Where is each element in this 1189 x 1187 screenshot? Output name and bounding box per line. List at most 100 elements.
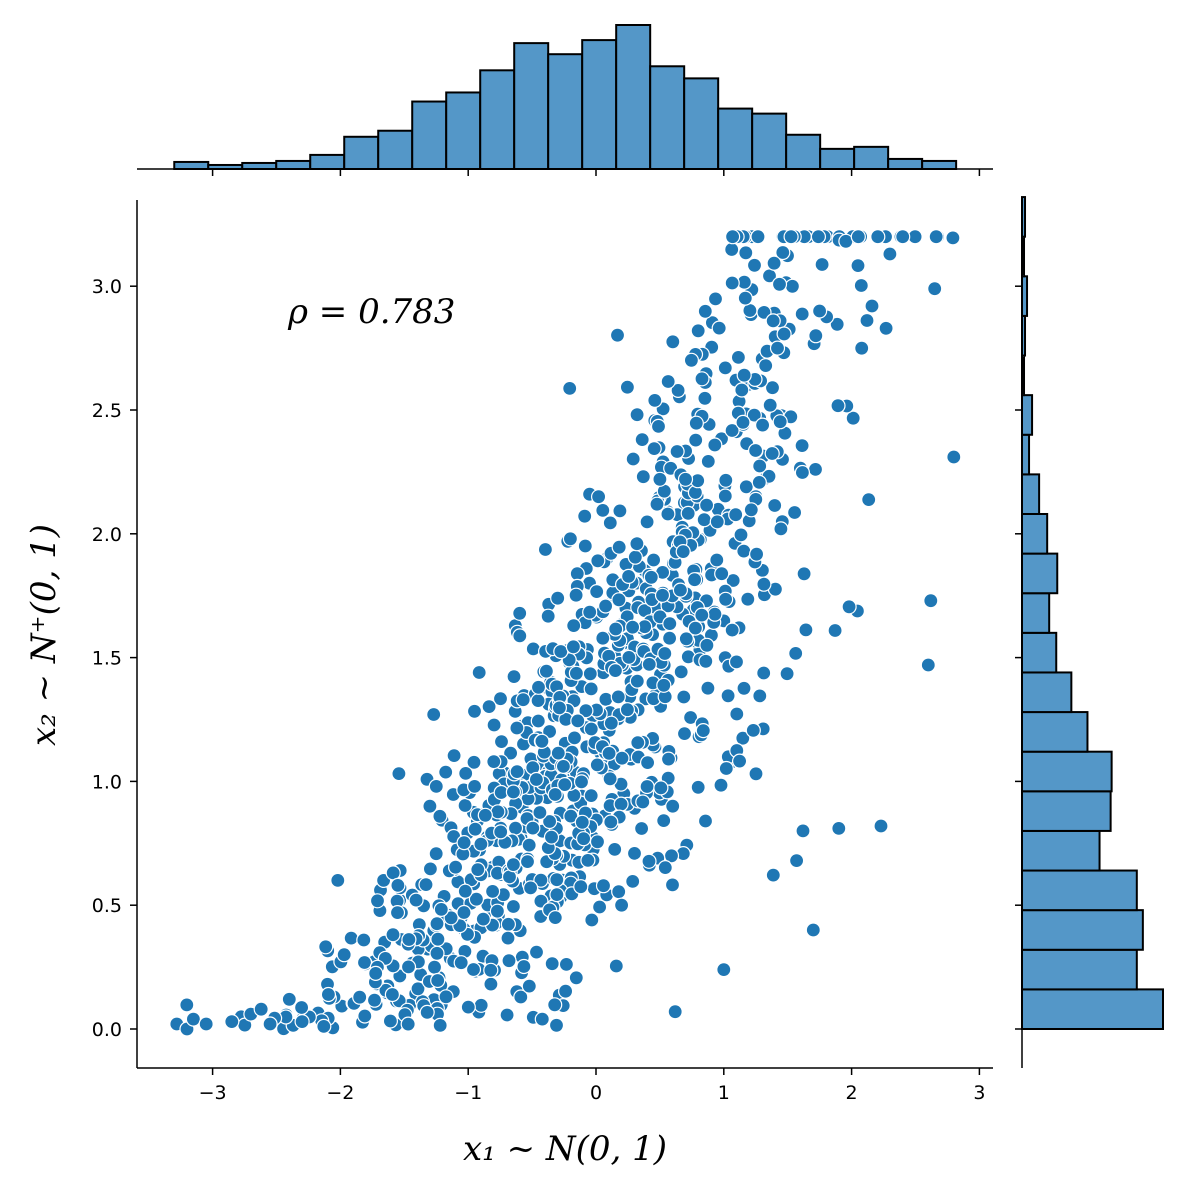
scatter-point xyxy=(756,576,772,592)
scatter-point xyxy=(629,673,645,689)
scatter-point xyxy=(528,944,545,960)
scatter-point xyxy=(873,818,889,834)
scatter-point xyxy=(738,245,754,261)
scatter-point xyxy=(619,702,636,718)
scatter-point xyxy=(558,956,575,973)
scatter-point xyxy=(724,229,741,245)
y-tick-label: 2.5 xyxy=(92,400,122,422)
scatter-point xyxy=(468,891,484,907)
scatter-point xyxy=(486,753,502,770)
scatter-point xyxy=(676,725,693,742)
scatter-point xyxy=(724,241,740,258)
scatter-point xyxy=(696,512,712,528)
scatter-point xyxy=(751,474,767,490)
scatter-point xyxy=(625,451,641,467)
scatter-point xyxy=(711,320,727,336)
scatter-point xyxy=(521,837,537,853)
scatter-point xyxy=(882,246,898,262)
scatter-point xyxy=(433,901,449,918)
x-hist-bar xyxy=(479,69,516,170)
scatter-point xyxy=(680,505,696,522)
scatter-point xyxy=(694,607,710,623)
scatter-point xyxy=(553,643,569,660)
scatter-point xyxy=(573,774,590,790)
scatter-point xyxy=(676,689,692,705)
scatter-point xyxy=(673,664,689,680)
scatter-point xyxy=(568,587,584,603)
scatter-point xyxy=(512,605,528,621)
right-marginal-histogram xyxy=(1015,196,1164,1068)
scatter-point xyxy=(660,506,676,522)
scatter-point xyxy=(262,1016,278,1032)
scatter-point xyxy=(736,543,752,559)
scatter-point xyxy=(493,733,510,750)
scatter-point xyxy=(428,778,444,795)
scatter-point xyxy=(509,720,525,736)
scatter-point xyxy=(626,845,643,862)
scatter-point xyxy=(675,543,691,560)
scatter-point xyxy=(688,415,704,431)
scatter-point xyxy=(568,970,584,986)
scatter-point xyxy=(624,619,641,635)
scatter-point xyxy=(473,836,489,852)
scatter-point xyxy=(633,820,650,837)
scatter-point xyxy=(794,438,810,454)
scatter-point xyxy=(281,991,297,1007)
x-hist-bar xyxy=(887,157,924,170)
scatter-point xyxy=(859,312,875,329)
scatter-point xyxy=(716,961,732,978)
scatter-point xyxy=(610,689,626,705)
scatter-point xyxy=(841,599,857,615)
scatter-point xyxy=(438,989,454,1005)
scatter-point xyxy=(752,688,768,704)
scatter-point xyxy=(429,916,445,932)
scatter-point xyxy=(583,787,599,804)
scatter-point xyxy=(613,897,630,913)
scatter-point xyxy=(589,583,605,600)
scatter-point xyxy=(764,445,780,462)
scatter-point xyxy=(621,649,637,666)
scatter-point xyxy=(426,959,443,975)
scatter-point xyxy=(547,997,563,1013)
x-tick-label: 1 xyxy=(718,1082,730,1104)
x-hist-bar xyxy=(377,129,414,171)
y-tick-label: 0.5 xyxy=(92,895,122,917)
scatter-point xyxy=(432,1017,448,1034)
scatter-point xyxy=(945,230,961,246)
scatter-point xyxy=(697,813,714,829)
x-hist-bar xyxy=(683,77,720,170)
scatter-point xyxy=(316,1018,332,1035)
scatter-point xyxy=(639,514,655,530)
scatter-point xyxy=(563,808,579,824)
scatter-point xyxy=(664,877,681,893)
scatter-point xyxy=(665,334,681,350)
scatter-point xyxy=(521,978,537,994)
scatter-point xyxy=(652,471,668,487)
scatter-axes xyxy=(136,200,993,1069)
scatter-point xyxy=(607,662,624,679)
scatter-point xyxy=(503,745,519,761)
scatter-point xyxy=(853,277,869,294)
scatter-point xyxy=(794,306,810,322)
scatter-point xyxy=(724,275,740,291)
scatter-point xyxy=(733,527,749,543)
scatter-point xyxy=(547,909,563,926)
scatter-point xyxy=(602,771,618,787)
scatter-point xyxy=(492,691,509,707)
scatter-point xyxy=(724,422,740,439)
scatter-point xyxy=(320,986,336,1003)
scatter-point xyxy=(639,778,655,795)
scatter-point xyxy=(805,922,821,938)
scatter-point xyxy=(854,340,870,356)
scatter-point xyxy=(731,753,748,769)
scatter-point xyxy=(513,989,529,1005)
scatter-point xyxy=(490,804,506,820)
scatter-point xyxy=(477,807,493,823)
scatter-point xyxy=(609,327,626,343)
y-axis-label: x₂ ~ N⁺(0, 1) xyxy=(24,524,64,746)
scatter-point xyxy=(550,745,566,761)
x-hist-bar xyxy=(717,107,754,170)
scatter-point xyxy=(465,961,482,978)
scatter-point xyxy=(682,709,699,726)
